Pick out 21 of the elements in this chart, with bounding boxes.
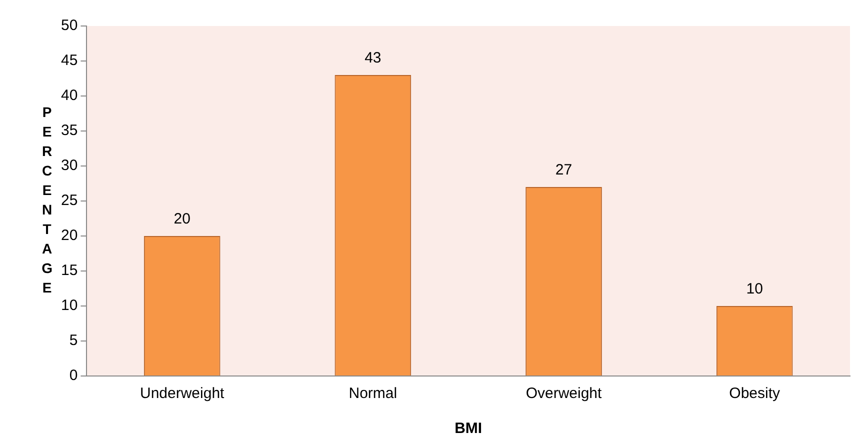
x-tick-label: Normal — [348, 385, 398, 402]
data-label: 27 — [555, 162, 572, 179]
y-tick-label: 15 — [60, 262, 78, 280]
x-tick-label: Obesity — [729, 385, 781, 402]
data-label: 10 — [746, 280, 763, 298]
y-tick-label: 0 — [69, 367, 78, 384]
data-label: 43 — [364, 50, 382, 67]
y-tick-label: 35 — [60, 122, 78, 140]
y-tick-label: 40 — [60, 87, 78, 104]
text: PERCENTAGE — [42, 104, 52, 296]
y-tick-label: 45 — [60, 52, 78, 70]
x-axis-title: BMI — [454, 420, 482, 438]
y-tick-label: 50 — [60, 17, 78, 34]
y-tick-label: 20 — [60, 227, 78, 244]
x-tick-label: Overweight — [526, 385, 603, 402]
y-tick-label: 10 — [60, 297, 78, 314]
y-tick-label: 25 — [60, 192, 78, 210]
y-tick-label: 5 — [69, 332, 78, 350]
x-tick-label: Underweight — [140, 385, 226, 402]
y-tick-label: 30 — [60, 157, 78, 174]
data-label: 20 — [174, 210, 190, 228]
